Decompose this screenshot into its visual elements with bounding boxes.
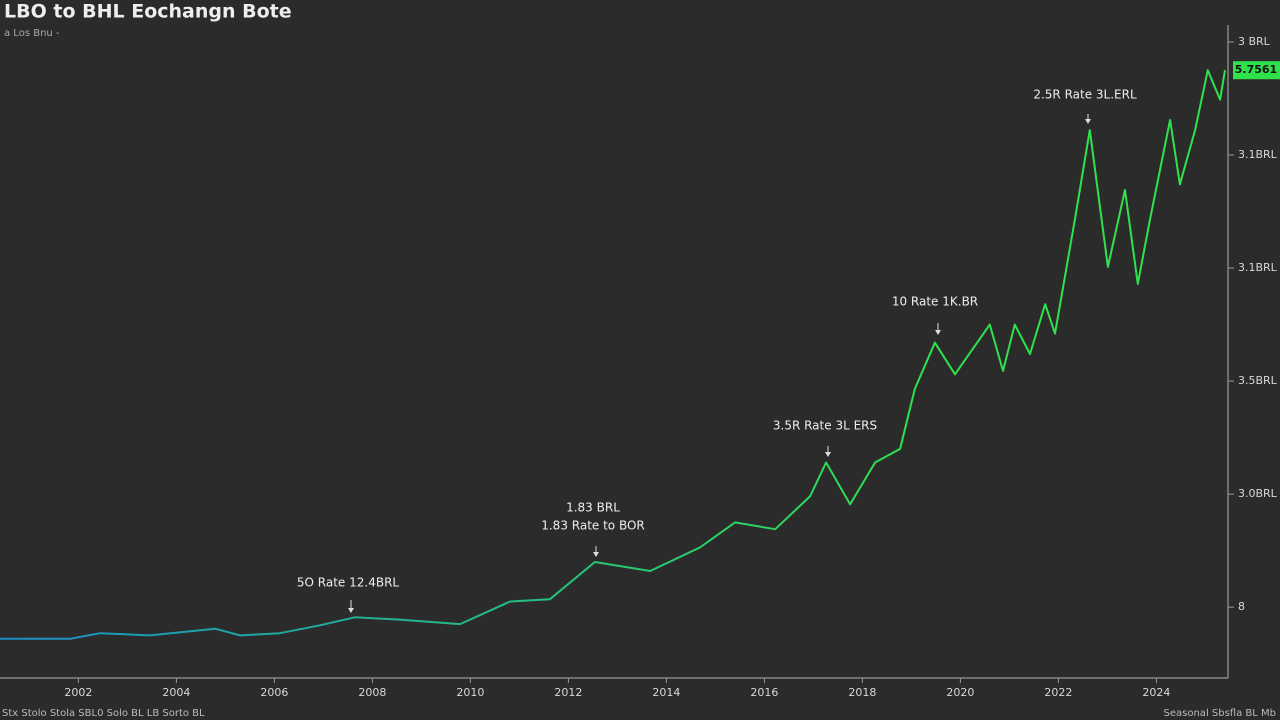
- y-tick-label: 3 BRL: [1238, 35, 1271, 48]
- annotation-arrowhead: [1085, 119, 1091, 124]
- x-tick-label: 2016: [750, 686, 778, 699]
- x-tick-label: 2014: [652, 686, 680, 699]
- y-tick-label: 3.1BRL: [1238, 261, 1278, 274]
- line: [0, 69, 1226, 640]
- x-tick-label: 2020: [946, 686, 974, 699]
- annotation: 1.83 Rate to BOR: [541, 519, 645, 533]
- footer-right: Seasonal Sbsfla BL Mb: [1164, 708, 1276, 719]
- y-tick-label: 3.1BRL: [1238, 148, 1278, 161]
- x-tick-label: 2006: [260, 686, 288, 699]
- annotation: 5O Rate 12.4BRL: [297, 576, 400, 590]
- annotation-arrowhead: [825, 452, 831, 457]
- annotation: 10 Rate 1K.BR: [892, 295, 978, 309]
- x-tick-label: 2008: [358, 686, 386, 699]
- subtitle: a Los Bnu -: [4, 28, 60, 39]
- footer-left: Stx Stolo Stola SBL0 Solo BL LB Sorto BL: [2, 708, 205, 719]
- annotation: 1.83 BRL: [566, 501, 620, 515]
- x-tick-label: 2010: [456, 686, 484, 699]
- y-tick-label: 8: [1238, 600, 1245, 613]
- chart-title: LBO to BHL Eochangn Bote: [4, 1, 292, 23]
- y-tick-label: 3.5BRL: [1238, 374, 1278, 387]
- annotation: 3.5R Rate 3L ERS: [773, 419, 877, 433]
- x-tick-label: 2012: [554, 686, 582, 699]
- annotation-arrowhead: [593, 552, 599, 557]
- x-tick-label: 2004: [162, 686, 190, 699]
- annotation-arrowhead: [348, 608, 354, 613]
- annotation-arrowhead: [935, 330, 941, 335]
- y-tick-label: 3.0BRL: [1238, 487, 1278, 500]
- x-tick-label: 2002: [64, 686, 92, 699]
- annotation: 2.5R Rate 3L.ERL: [1033, 88, 1137, 102]
- x-tick-label: 2024: [1142, 686, 1170, 699]
- x-tick-label: 2022: [1044, 686, 1072, 699]
- current-value: 5.7561: [1235, 63, 1277, 76]
- x-tick-label: 2018: [848, 686, 876, 699]
- current-value-box: [1233, 61, 1280, 80]
